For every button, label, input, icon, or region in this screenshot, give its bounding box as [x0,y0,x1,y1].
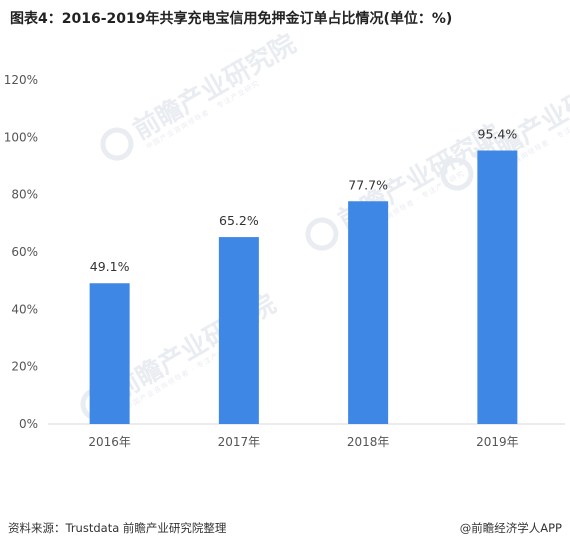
bar [348,201,389,424]
bar [89,283,130,424]
data-label: 49.1% [90,259,130,274]
x-tick-label: 2017年 [218,435,261,449]
watermark-logo-icon [100,127,134,161]
y-tick-label: 20% [11,360,38,374]
x-tick-label: 2019年 [476,435,519,449]
y-tick-label: 60% [11,245,38,259]
y-axis: 0% 20% 40% 60% 80% 100% 120% [4,73,38,431]
source-note: 资料来源：Trustdata 前瞻产业研究院整理 [8,521,227,535]
y-tick-label: 120% [4,73,38,87]
data-label: 65.2% [219,213,259,228]
x-tick-label: 2018年 [347,435,390,449]
bar [218,237,259,424]
x-axis: 2016年 2017年 2018年 2019年 [88,435,518,449]
data-label: 77.7% [348,177,388,192]
data-label: 95.4% [478,127,518,142]
y-tick-label: 100% [4,130,38,144]
bar-series: 49.1% 65.2% 77.7% 95.4% [89,127,518,424]
bar [477,150,518,424]
y-tick-label: 80% [11,188,38,202]
y-tick-label: 0% [19,417,38,431]
x-tick-label: 2016年 [88,435,131,449]
brand-credit: @前瞻经济学人APP [459,521,562,535]
watermark-text: 前瞻产业研究院 [128,28,301,146]
watermark-logo-icon [440,157,474,191]
y-tick-label: 40% [11,302,38,316]
chart-title: 图表4：2016-2019年共享充电宝信用免押金订单占比情况(单位：%) [10,11,453,27]
watermark-logo-icon [305,217,339,251]
